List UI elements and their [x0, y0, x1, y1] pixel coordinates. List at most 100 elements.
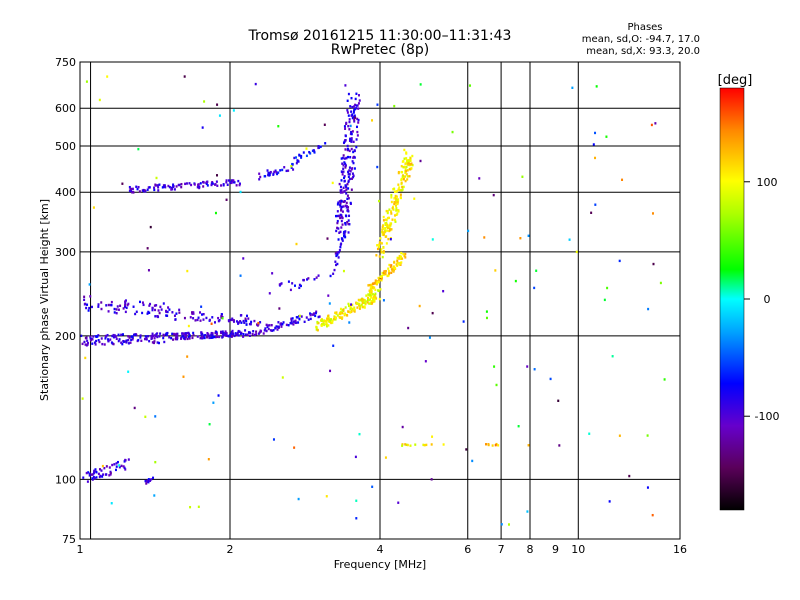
echo-point	[526, 510, 529, 513]
echo-point	[154, 315, 157, 318]
echo-point	[382, 224, 385, 227]
colorbar-tick-label: 0	[764, 293, 771, 306]
echo-point	[290, 165, 293, 168]
echo-point	[89, 295, 92, 298]
echo-point	[120, 341, 123, 344]
echo-point	[236, 333, 239, 336]
x-tick-label: 7	[498, 543, 505, 556]
echo-point	[348, 149, 351, 153]
echo-point	[309, 313, 312, 317]
echo-point	[277, 125, 280, 128]
echo-point	[478, 177, 481, 180]
echo-point	[182, 332, 185, 335]
echo-point	[248, 322, 251, 326]
echo-point	[348, 223, 351, 226]
echo-point	[292, 323, 295, 326]
echo-point	[106, 75, 109, 78]
echo-point	[186, 355, 189, 358]
echo-point	[157, 186, 160, 189]
echo-point	[147, 186, 150, 189]
echo-point	[378, 245, 381, 249]
echo-point	[370, 289, 373, 293]
echo-point	[281, 168, 284, 172]
echo-point	[298, 314, 301, 318]
echo-point	[145, 338, 148, 341]
echo-point	[343, 161, 346, 164]
echo-point	[369, 302, 372, 305]
echo-point	[336, 262, 339, 266]
echo-point	[103, 467, 106, 470]
echo-point	[216, 184, 219, 187]
echo-point	[347, 310, 350, 313]
echo-point	[332, 344, 335, 347]
echo-point	[244, 317, 247, 320]
echo-point	[197, 183, 200, 187]
echo-point	[232, 179, 235, 182]
echo-point	[353, 308, 356, 311]
echo-point	[323, 123, 326, 126]
echo-point	[130, 338, 133, 342]
echo-point	[86, 341, 89, 345]
phase-colorbar	[719, 87, 745, 511]
echo-point	[654, 122, 657, 125]
echo-point	[270, 323, 273, 327]
echo-point	[196, 318, 199, 322]
echo-point	[271, 272, 274, 275]
echo-point	[167, 306, 170, 309]
chart-subtitle: RwPretec (8p)	[331, 42, 429, 58]
echo-point	[351, 160, 354, 163]
echo-point	[118, 466, 121, 469]
echo-point	[336, 214, 339, 218]
echo-point	[158, 335, 161, 338]
echo-point	[313, 151, 316, 154]
echo-point	[259, 321, 262, 324]
echo-point	[139, 334, 142, 337]
echo-point	[115, 337, 118, 340]
echo-point	[588, 432, 591, 435]
echo-point	[568, 238, 571, 241]
echo-point	[269, 170, 272, 174]
echo-point	[335, 254, 338, 258]
echo-point	[402, 178, 405, 181]
echo-point	[172, 338, 175, 341]
echo-point	[382, 246, 385, 249]
echo-point	[159, 332, 162, 335]
echo-point	[128, 336, 131, 339]
echo-point	[272, 438, 275, 441]
echo-point	[406, 169, 409, 172]
echo-point	[112, 333, 115, 337]
echo-point	[402, 252, 405, 256]
echo-point	[370, 300, 373, 303]
echo-point	[273, 170, 276, 174]
echo-point	[357, 94, 360, 97]
echo-point	[409, 158, 412, 162]
stats-o-mode: mean, sd,O: -94.7, 17.0	[582, 34, 700, 45]
echo-point	[344, 139, 347, 142]
echo-point	[185, 334, 188, 337]
echo-point	[315, 310, 318, 313]
echo-point	[200, 305, 203, 308]
echo-point	[220, 313, 223, 316]
echo-point	[277, 325, 280, 329]
echo-point	[83, 298, 86, 301]
echo-point	[342, 308, 345, 311]
echo-point	[191, 336, 194, 340]
echo-point	[225, 181, 228, 184]
echo-point	[291, 282, 294, 285]
echo-point	[128, 189, 131, 193]
echo-point	[200, 313, 203, 316]
echo-point	[344, 223, 347, 226]
echo-point	[199, 336, 202, 340]
echo-point	[355, 104, 358, 107]
echo-point	[92, 471, 95, 475]
echo-point	[168, 185, 171, 189]
echo-point	[342, 167, 345, 170]
x-tick-label: 16	[673, 543, 687, 556]
echo-point	[349, 307, 352, 311]
echo-point	[346, 205, 349, 208]
echo-point	[382, 299, 385, 302]
echo-point	[339, 307, 342, 311]
echo-point	[109, 471, 112, 475]
echo-point	[424, 360, 427, 363]
x-axis-label: Frequency [MHz]	[334, 558, 426, 571]
